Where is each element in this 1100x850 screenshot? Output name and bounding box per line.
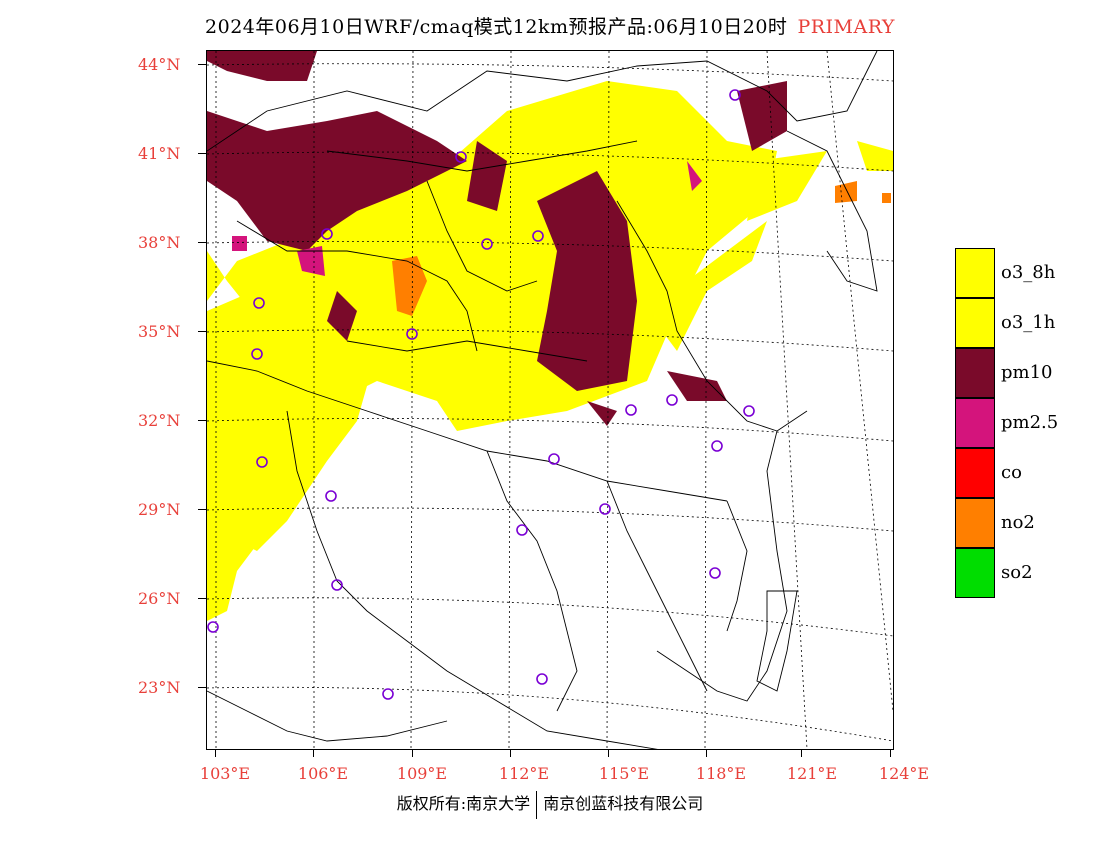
lat-tick [198,64,206,65]
lon-label-106: 106°E [297,764,349,783]
lon-label-115: 115°E [598,764,650,783]
lat-tick [198,153,206,154]
pm25-region [232,161,702,276]
lat-tick [198,331,206,332]
lon-tick [706,749,707,757]
lon-tick [801,749,802,757]
pollutant-map [206,50,894,750]
copyright-right: 南京创蓝科技有限公司 [543,794,704,813]
legend-label: no2 [1001,512,1035,533]
lat-label-44: 44°N [138,55,181,74]
lon-label-124: 124°E [878,764,930,783]
legend-label: o3_1h [1001,312,1056,333]
lon-tick [510,749,511,757]
graticule [207,51,893,749]
legend-label: pm10 [1001,362,1053,383]
map-title: 2024年06月10日WRF/cmaq模式12km预报产品:06月10日20时 P… [0,12,1100,39]
legend-swatch [955,498,995,548]
title-text: 2024年06月10日WRF/cmaq模式12km预报产品:06月10日20时 [205,16,788,38]
footer-divider [536,790,538,819]
lat-label-23: 23°N [138,678,181,697]
lon-tick [608,749,609,757]
legend-swatch [955,548,995,598]
lon-label-112: 112°E [498,764,550,783]
copyright-left: 版权所有:南京大学 [396,794,531,813]
lon-label-103: 103°E [199,764,251,783]
lat-label-38: 38°N [138,233,181,252]
legend-item-co: co [955,448,1095,498]
legend-label: o3_8h [1001,262,1056,283]
lat-tick [198,687,206,688]
legend-item-pm25: pm2.5 [955,398,1095,448]
lat-label-41: 41°N [138,144,181,163]
lat-label-32: 32°N [138,411,181,430]
lon-tick [313,749,314,757]
station-markers [207,89,755,700]
lat-label-26: 26°N [138,589,181,608]
legend-label: so2 [1001,562,1033,583]
legend-swatch [955,348,995,398]
lon-tick [412,749,413,757]
lon-label-121: 121°E [786,764,838,783]
lon-tick [890,749,891,757]
legend-item-so2: so2 [955,548,1095,598]
legend-swatch [955,248,995,298]
lon-label-118: 118°E [695,764,747,783]
lat-tick [198,242,206,243]
legend-swatch [955,298,995,348]
province-boundaries [207,51,878,749]
lon-label-109: 109°E [396,764,448,783]
lat-tick [198,509,206,510]
legend-item-o3-8h: o3_8h [955,248,1095,298]
legend-item-pm10: pm10 [955,348,1095,398]
legend-label: co [1001,462,1022,483]
map-canvas [207,51,893,749]
copyright-footer: 版权所有:南京大学 南京创蓝科技有限公司 [0,790,1100,819]
lat-tick [198,598,206,599]
legend-swatch [955,448,995,498]
legend-item-o3-1h: o3_1h [955,298,1095,348]
lat-label-29: 29°N [138,500,181,519]
title-tag: PRIMARY [797,16,895,38]
legend-label: pm2.5 [1001,412,1059,433]
legend: o3_8h o3_1h pm10 pm2.5 co no2 so2 [955,248,1095,598]
legend-item-no2: no2 [955,498,1095,548]
lat-label-35: 35°N [138,322,181,341]
pm10-region [207,51,787,426]
legend-swatch [955,398,995,448]
lat-tick [198,420,206,421]
lon-tick [215,749,216,757]
